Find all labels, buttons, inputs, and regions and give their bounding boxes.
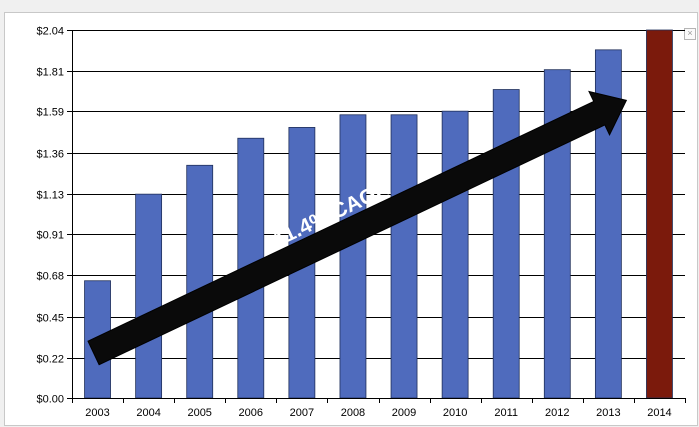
y-tick-label: $0.22 — [36, 354, 64, 366]
x-tick-label: 2007 — [290, 407, 314, 419]
x-tick-label: 2004 — [136, 407, 160, 419]
x-tick-label: 2012 — [545, 407, 569, 419]
cagr-arrow-shape — [87, 90, 628, 366]
close-icon[interactable]: × — [684, 28, 696, 40]
y-tick-label: $0.91 — [36, 230, 64, 242]
x-tick-label: 2010 — [443, 407, 467, 419]
bar-2009 — [390, 114, 418, 399]
y-tick-label: $2.04 — [36, 26, 64, 38]
x-tick-label: 2005 — [187, 407, 211, 419]
x-tick-label: 2014 — [647, 407, 671, 419]
bar-2004 — [135, 193, 163, 399]
x-tick-label: 2003 — [85, 407, 109, 419]
x-tick-label: 2011 — [494, 407, 518, 419]
y-tick-label: $0.68 — [36, 271, 64, 283]
y-tick-label: $0.45 — [36, 313, 64, 325]
y-tick-label: $1.81 — [36, 67, 64, 79]
bar-2005 — [186, 164, 214, 399]
bar-2008 — [339, 114, 367, 399]
x-tick-label: 2008 — [341, 407, 365, 419]
x-tick-label: 2013 — [596, 407, 620, 419]
y-tick-label: $1.13 — [36, 190, 64, 202]
x-tick-label: 2009 — [392, 407, 416, 419]
y-tick-label: $0.00 — [36, 394, 64, 406]
y-tick-label: $1.36 — [36, 149, 64, 161]
y-tick-label: $1.59 — [36, 107, 64, 119]
bar-2010 — [441, 110, 469, 399]
bar-2014 — [646, 29, 673, 399]
axes: $0.00 $0.22 $0.45 $0.68 $0.91 $1.13 $1.36 $1.59… — [36, 26, 686, 419]
bar-2011 — [492, 89, 520, 399]
x-tick-label: 2006 — [239, 407, 263, 419]
